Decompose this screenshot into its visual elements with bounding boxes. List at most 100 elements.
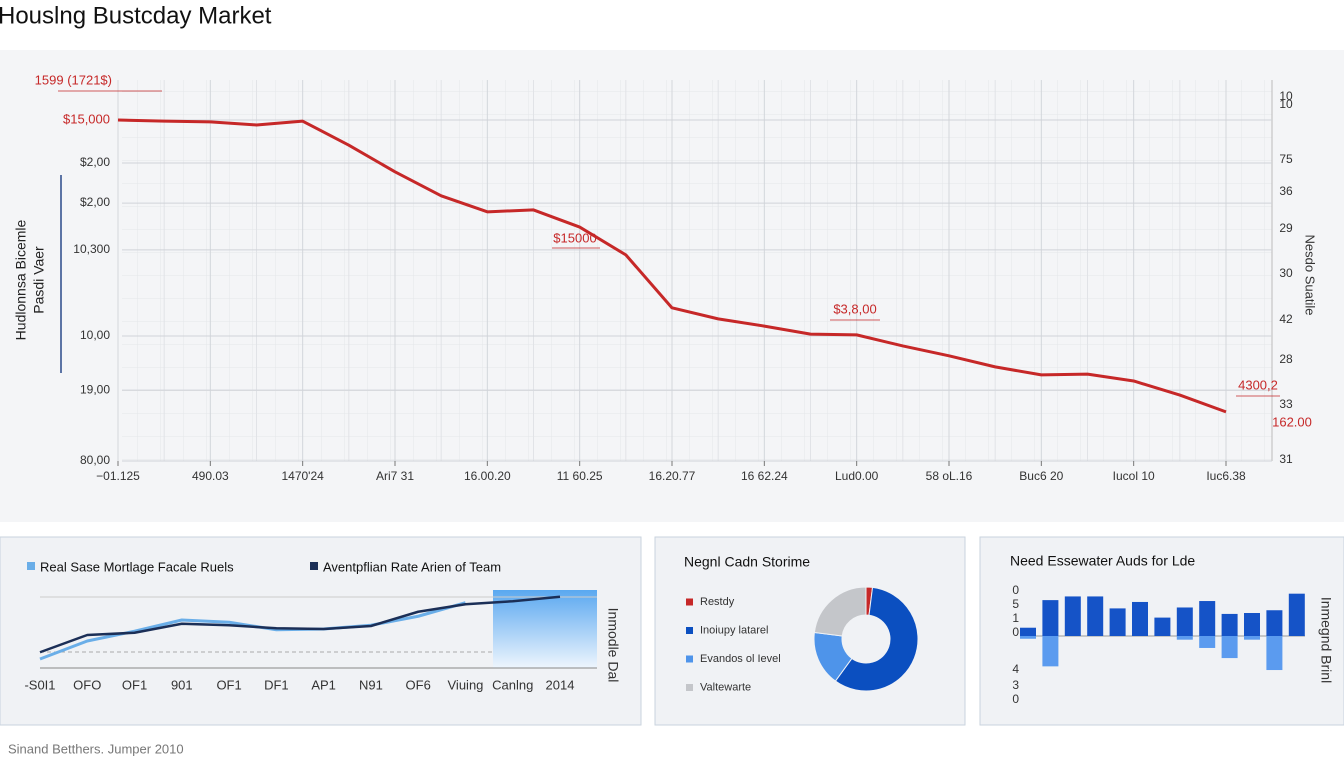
y-tick-label: 10,300 xyxy=(73,242,110,256)
bar xyxy=(1176,636,1193,640)
bar xyxy=(1199,636,1216,648)
x-tick-label: Viuing xyxy=(448,677,484,692)
bar xyxy=(1221,613,1238,636)
pie-slice xyxy=(813,586,867,637)
bar xyxy=(1244,613,1260,636)
annotation: 4300,2 xyxy=(1238,377,1278,392)
line xyxy=(117,118,1227,414)
x-tick-label: Iuc6.38 xyxy=(1206,469,1246,483)
annotation: $15000 xyxy=(553,230,596,245)
y-label: 1 xyxy=(1012,611,1019,625)
legend-label: Aventpflian Rate Arien of Team xyxy=(323,559,501,574)
bar xyxy=(1087,596,1104,636)
y-label: 4 xyxy=(1012,662,1019,676)
x-tick-label: 2014 xyxy=(546,677,575,692)
y-label: 0 xyxy=(1012,583,1019,597)
x-tick-label: 1470'24 xyxy=(281,469,324,483)
bar xyxy=(1199,601,1216,636)
y2-axis-title: Inmodle Dal xyxy=(605,608,621,683)
legend-swatch xyxy=(686,655,693,663)
bar xyxy=(1154,617,1171,636)
footer: Sinand Betthers. Jumper 2010 xyxy=(8,741,184,756)
x-tick-label: 901 xyxy=(171,677,193,692)
x-tick-label: N91 xyxy=(359,677,383,692)
x-tick-label: OF1 xyxy=(216,677,241,692)
bar xyxy=(1244,636,1260,640)
bar xyxy=(1288,593,1305,636)
minor-grid xyxy=(122,80,1272,461)
legend-label: Valtewarte xyxy=(700,681,751,693)
x-tick-label: Lud0.00 xyxy=(835,469,879,483)
x-tick-label: OF1 xyxy=(122,677,147,692)
y-tick-label: $15,000 xyxy=(63,111,110,126)
x-tick-label: 58 oL.16 xyxy=(926,469,973,483)
y2-label: 33 xyxy=(1279,397,1293,411)
annotation: $3,8,00 xyxy=(833,301,876,316)
y-label: 0 xyxy=(1012,625,1019,639)
y-tick-label: $2,00 xyxy=(80,195,110,209)
y2-axis-title: Nesdo Suatile xyxy=(1303,235,1318,316)
annotation: 162.00 xyxy=(1272,414,1312,429)
legend-swatch xyxy=(686,627,693,634)
bar xyxy=(1176,607,1193,636)
y-label: 5 xyxy=(1012,597,1019,611)
pie-slice xyxy=(834,586,919,692)
y2-axis-title: Inmegnd Brinl xyxy=(1318,597,1334,683)
y-axis-title: Pasdi Vaer xyxy=(31,246,47,314)
legend-swatch xyxy=(27,562,35,570)
x-tick-label: 490.03 xyxy=(192,469,229,483)
y2-label: 10 xyxy=(1279,89,1293,103)
bar xyxy=(1064,596,1081,636)
x-tick-label: DF1 xyxy=(264,677,289,692)
y-tick-label: $2,00 xyxy=(80,155,110,169)
bar xyxy=(1266,636,1283,671)
x-tick-label: Ari7 31 xyxy=(376,469,414,483)
x-tick-label: AP1 xyxy=(311,677,336,692)
y2-label: 10 xyxy=(1279,97,1293,111)
y2-label: 28 xyxy=(1279,352,1293,366)
bar xyxy=(1042,636,1059,667)
bar xyxy=(1020,627,1036,636)
bar xyxy=(1266,610,1283,636)
legend-label: Real Sase Mortlage Facale Ruels xyxy=(40,559,234,574)
x-tick-label: -S0I1 xyxy=(24,677,55,692)
x-tick-label: 16.20.77 xyxy=(649,469,696,483)
legend-label: Inoiupy latarel xyxy=(700,624,769,636)
panel-title: Need Essewater Auds for Lde xyxy=(1010,553,1195,569)
page-title: Houslng Bustcday Market xyxy=(0,2,272,29)
y-tick-label: 10,00 xyxy=(80,328,110,342)
x-tick-label: OF6 xyxy=(406,677,431,692)
y2-label: 36 xyxy=(1279,184,1293,198)
bar xyxy=(1221,636,1238,659)
bar xyxy=(1042,600,1059,636)
annotation: 1599 (1721$) xyxy=(35,72,112,87)
bar xyxy=(1020,636,1036,639)
x-tick-label: OFO xyxy=(73,677,101,692)
y2-label: 42 xyxy=(1279,312,1293,326)
legend-swatch xyxy=(686,598,693,606)
x-tick-label: Canlng xyxy=(492,677,533,692)
line xyxy=(39,595,561,654)
y-label: 3 xyxy=(1012,678,1019,692)
x-tick-label: 16.00.20 xyxy=(464,469,511,483)
y2-label: 30 xyxy=(1279,266,1293,280)
y-tick-label: 19,00 xyxy=(80,382,110,396)
x-tick-label: −01.125 xyxy=(96,469,140,483)
bar xyxy=(1132,601,1148,636)
x-tick-label: 11 60.25 xyxy=(557,469,603,483)
legend-label: Evandos ol Ievel xyxy=(700,653,781,665)
shaded-region xyxy=(493,590,597,668)
legend-swatch xyxy=(310,562,318,570)
y2-label: 29 xyxy=(1279,221,1293,235)
legend-swatch xyxy=(686,684,693,691)
x-tick-label: 16 62.24 xyxy=(741,469,788,483)
bar xyxy=(1109,608,1126,636)
x-tick-label: Buc6 20 xyxy=(1019,469,1063,483)
legend-label: Restdy xyxy=(700,596,735,608)
x-tick-label: Iucol 10 xyxy=(1113,469,1155,483)
y-label: 0 xyxy=(1012,692,1019,706)
y2-label: 31 xyxy=(1279,452,1293,466)
y2-label: 75 xyxy=(1279,152,1293,166)
y-tick-label: 80,00 xyxy=(80,453,110,467)
